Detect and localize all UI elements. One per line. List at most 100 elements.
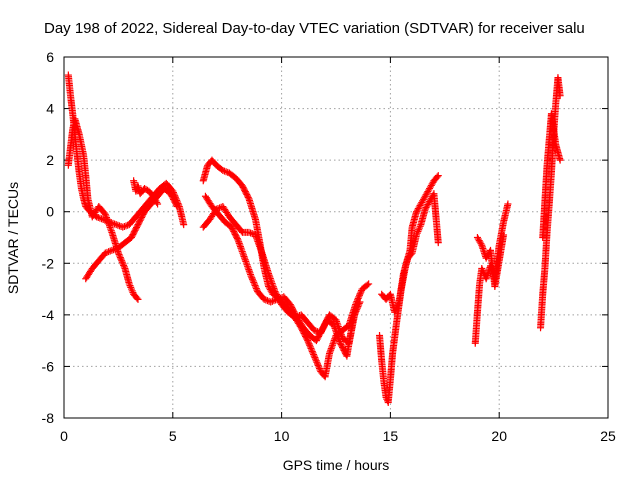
data-point-fill xyxy=(218,165,226,173)
data-point-fill xyxy=(357,288,365,296)
data-point-fill xyxy=(356,291,364,299)
data-point-fill xyxy=(363,281,371,289)
data-point-fill xyxy=(247,229,255,237)
data-point xyxy=(310,326,318,334)
data-point xyxy=(556,92,564,100)
data-point-fill xyxy=(116,254,124,262)
data-point-fill xyxy=(315,363,323,371)
data-point xyxy=(173,203,181,211)
data-point-fill xyxy=(392,305,400,313)
data-point-fill xyxy=(252,283,260,291)
data-point-fill xyxy=(105,248,113,256)
data-point-fill xyxy=(355,300,363,308)
data-point-fill xyxy=(248,274,256,282)
data-point-fill xyxy=(479,266,487,274)
series-segment-5 xyxy=(537,74,564,332)
data-point-fill xyxy=(415,226,423,234)
data-point xyxy=(310,352,318,360)
data-point xyxy=(247,272,255,280)
y-tick-label: -8 xyxy=(42,410,55,426)
data-point-fill xyxy=(248,275,256,283)
data-point-fill xyxy=(272,296,280,304)
series-segment-5b xyxy=(539,110,564,241)
data-point-fill xyxy=(244,193,252,201)
data-point-fill xyxy=(126,282,134,290)
data-point-fill xyxy=(308,346,316,354)
chart-title: Day 198 of 2022, Sidereal Day-to-day VTE… xyxy=(44,20,585,37)
data-point xyxy=(478,264,486,272)
data-point xyxy=(267,298,275,306)
data-point-fill xyxy=(303,335,311,343)
data-point-fill xyxy=(118,257,126,265)
data-point-fill xyxy=(311,354,319,362)
data-point-fill xyxy=(391,307,399,315)
y-tick-label: -2 xyxy=(42,255,55,271)
data-point xyxy=(365,280,373,288)
data-point-fill xyxy=(224,168,232,176)
data-point-fill xyxy=(127,283,135,291)
y-tick-label: 2 xyxy=(46,152,54,168)
data-point-fill xyxy=(394,300,402,308)
y-tick-label: -4 xyxy=(42,307,55,323)
data-point-fill xyxy=(110,246,118,254)
grid-lines xyxy=(64,57,608,418)
series-segment-4b xyxy=(473,231,508,290)
y-tick-label: 0 xyxy=(46,204,54,220)
data-point-fill xyxy=(314,361,322,369)
data-point-fill xyxy=(355,301,363,309)
data-point-fill xyxy=(222,168,230,176)
y-tick-label: -6 xyxy=(42,358,55,374)
data-point xyxy=(108,246,116,254)
data-point-fill xyxy=(394,301,402,309)
data-point-fill xyxy=(312,357,320,365)
data-point-fill xyxy=(251,281,259,289)
data-point-fill xyxy=(117,255,125,263)
data-point-fill xyxy=(220,167,228,175)
series-segment-1b xyxy=(64,115,142,303)
data-point-fill xyxy=(304,338,312,346)
x-tick-label: 20 xyxy=(491,428,507,444)
plot-frame xyxy=(63,56,609,419)
data-point-fill xyxy=(122,222,130,230)
data-point-fill xyxy=(252,285,260,293)
data-point-fill xyxy=(103,248,111,256)
x-axis-label: GPS time / hours xyxy=(283,457,390,473)
series-segment-3b xyxy=(378,190,442,316)
data-point xyxy=(391,308,399,316)
data-point xyxy=(260,295,268,303)
series-segment-1c xyxy=(82,185,181,283)
data-point xyxy=(219,166,227,174)
data-point xyxy=(356,298,364,306)
data-point-fill xyxy=(250,278,258,286)
data-point-fill xyxy=(355,293,363,301)
data-point-fill xyxy=(306,343,314,351)
x-tick-label: 15 xyxy=(383,428,399,444)
data-point-fill xyxy=(118,258,126,266)
data-point xyxy=(154,200,162,208)
data-point xyxy=(413,231,421,239)
data-point-fill xyxy=(263,297,271,305)
data-point-fill xyxy=(393,303,401,311)
data-point-fill xyxy=(250,280,258,288)
data-point-fill xyxy=(314,360,322,368)
data-point-fill xyxy=(111,245,119,253)
series-segment-1d xyxy=(130,177,162,208)
data-point-fill xyxy=(116,252,124,260)
data-point xyxy=(352,306,360,314)
data-point-fill xyxy=(96,214,104,222)
data-point-fill xyxy=(120,223,128,231)
data-point-fill xyxy=(128,287,136,295)
data-point-fill xyxy=(115,222,123,230)
data-point xyxy=(304,337,312,345)
data-point-fill xyxy=(305,340,313,348)
data-point-fill xyxy=(354,294,362,302)
data-point-fill xyxy=(312,355,320,363)
data-point-fill xyxy=(120,263,128,271)
data-point-fill xyxy=(307,344,315,352)
data-point-fill xyxy=(119,260,127,268)
data-point-fill xyxy=(306,341,314,349)
data-point-fill xyxy=(477,240,485,248)
data-point-fill xyxy=(308,347,316,355)
data-point xyxy=(101,249,109,257)
